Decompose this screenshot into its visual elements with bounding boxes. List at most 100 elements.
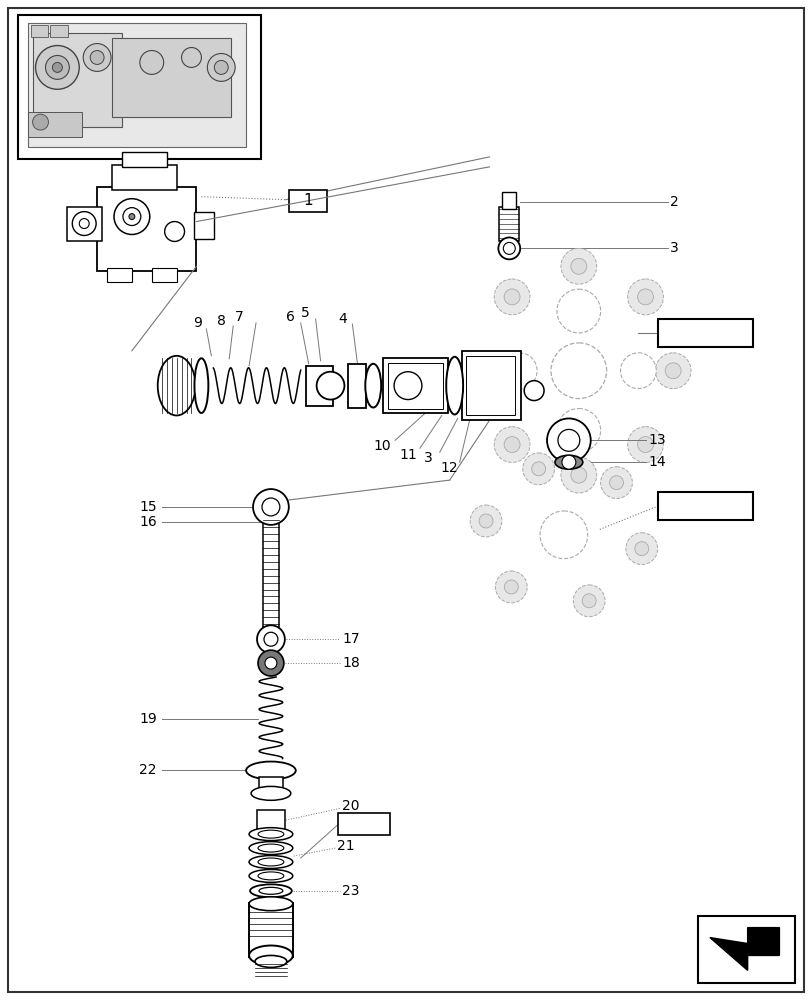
Text: 14: 14 [647,455,665,469]
Ellipse shape [259,887,282,894]
Ellipse shape [449,232,707,510]
Circle shape [45,55,69,79]
Circle shape [165,222,184,241]
Ellipse shape [258,858,284,866]
Text: 9: 9 [193,316,202,330]
Text: 16: 16 [139,515,157,529]
Bar [28,112,82,137]
Text: 15: 15 [139,500,157,514]
Text: 17: 17 [342,632,359,646]
Circle shape [627,279,663,315]
Text: 12: 12 [440,461,458,475]
Text: 21: 21 [337,839,354,853]
Circle shape [637,437,653,453]
Circle shape [547,418,590,462]
Text: 7: 7 [234,310,243,324]
Circle shape [560,457,596,493]
Ellipse shape [446,357,462,414]
Text: 2: 2 [669,195,678,209]
Circle shape [182,48,201,67]
Bar [257,810,285,832]
Circle shape [139,51,164,74]
Ellipse shape [251,786,290,800]
Bar [97,187,196,271]
Circle shape [556,409,600,452]
Ellipse shape [194,358,208,413]
Circle shape [573,585,604,617]
Circle shape [500,353,536,389]
Bar [461,351,521,420]
Circle shape [600,467,632,499]
Circle shape [264,632,277,646]
Circle shape [654,353,690,389]
Circle shape [494,427,530,462]
Bar [67,207,102,241]
Bar [465,356,515,415]
Text: 10: 10 [373,439,390,453]
Bar [289,190,326,212]
Text: 23: 23 [342,884,359,898]
Bar [112,165,176,190]
Bar [383,358,447,413]
Circle shape [503,242,515,254]
Bar [28,23,246,147]
Circle shape [257,625,285,653]
Bar [502,192,516,209]
Ellipse shape [444,435,682,634]
Circle shape [620,353,655,389]
Text: 24: 24 [355,817,372,831]
Bar [32,33,122,127]
Text: 6: 6 [286,310,295,324]
Circle shape [495,571,526,603]
Text: 19: 19 [139,712,157,726]
Circle shape [557,429,579,451]
Bar [697,916,794,983]
Circle shape [634,542,648,556]
Circle shape [556,289,600,333]
Circle shape [214,60,228,74]
Circle shape [504,437,519,453]
Circle shape [524,381,543,401]
Circle shape [494,279,530,315]
Polygon shape [709,928,779,970]
Ellipse shape [255,955,286,967]
Ellipse shape [249,897,293,911]
Bar [249,903,293,957]
Circle shape [83,44,111,71]
Circle shape [72,212,96,235]
Circle shape [53,62,62,72]
Circle shape [637,289,653,305]
Ellipse shape [246,762,295,779]
Circle shape [539,511,587,559]
Bar [194,212,214,239]
Circle shape [609,476,623,490]
Text: 4: 4 [337,312,346,326]
Ellipse shape [365,364,380,408]
Bar [152,268,176,282]
Text: 18: 18 [342,656,360,670]
Circle shape [79,219,89,229]
Ellipse shape [258,872,284,880]
Circle shape [570,467,586,483]
Text: 22: 22 [139,763,157,777]
Circle shape [316,372,344,400]
Circle shape [664,363,680,379]
Circle shape [114,199,149,234]
Circle shape [476,363,491,379]
Circle shape [129,214,135,220]
Text: 3: 3 [669,241,678,255]
Circle shape [504,580,517,594]
Circle shape [560,248,596,284]
Circle shape [264,657,277,669]
Bar [263,518,278,627]
Circle shape [90,51,104,64]
Text: PAG .1: PAG .1 [680,498,729,513]
Bar [31,25,49,37]
Text: 3: 3 [423,451,431,465]
Bar [338,813,389,835]
Text: 20: 20 [342,799,359,813]
Circle shape [627,427,663,462]
Circle shape [504,289,519,305]
Bar [305,366,333,406]
Circle shape [478,514,492,528]
